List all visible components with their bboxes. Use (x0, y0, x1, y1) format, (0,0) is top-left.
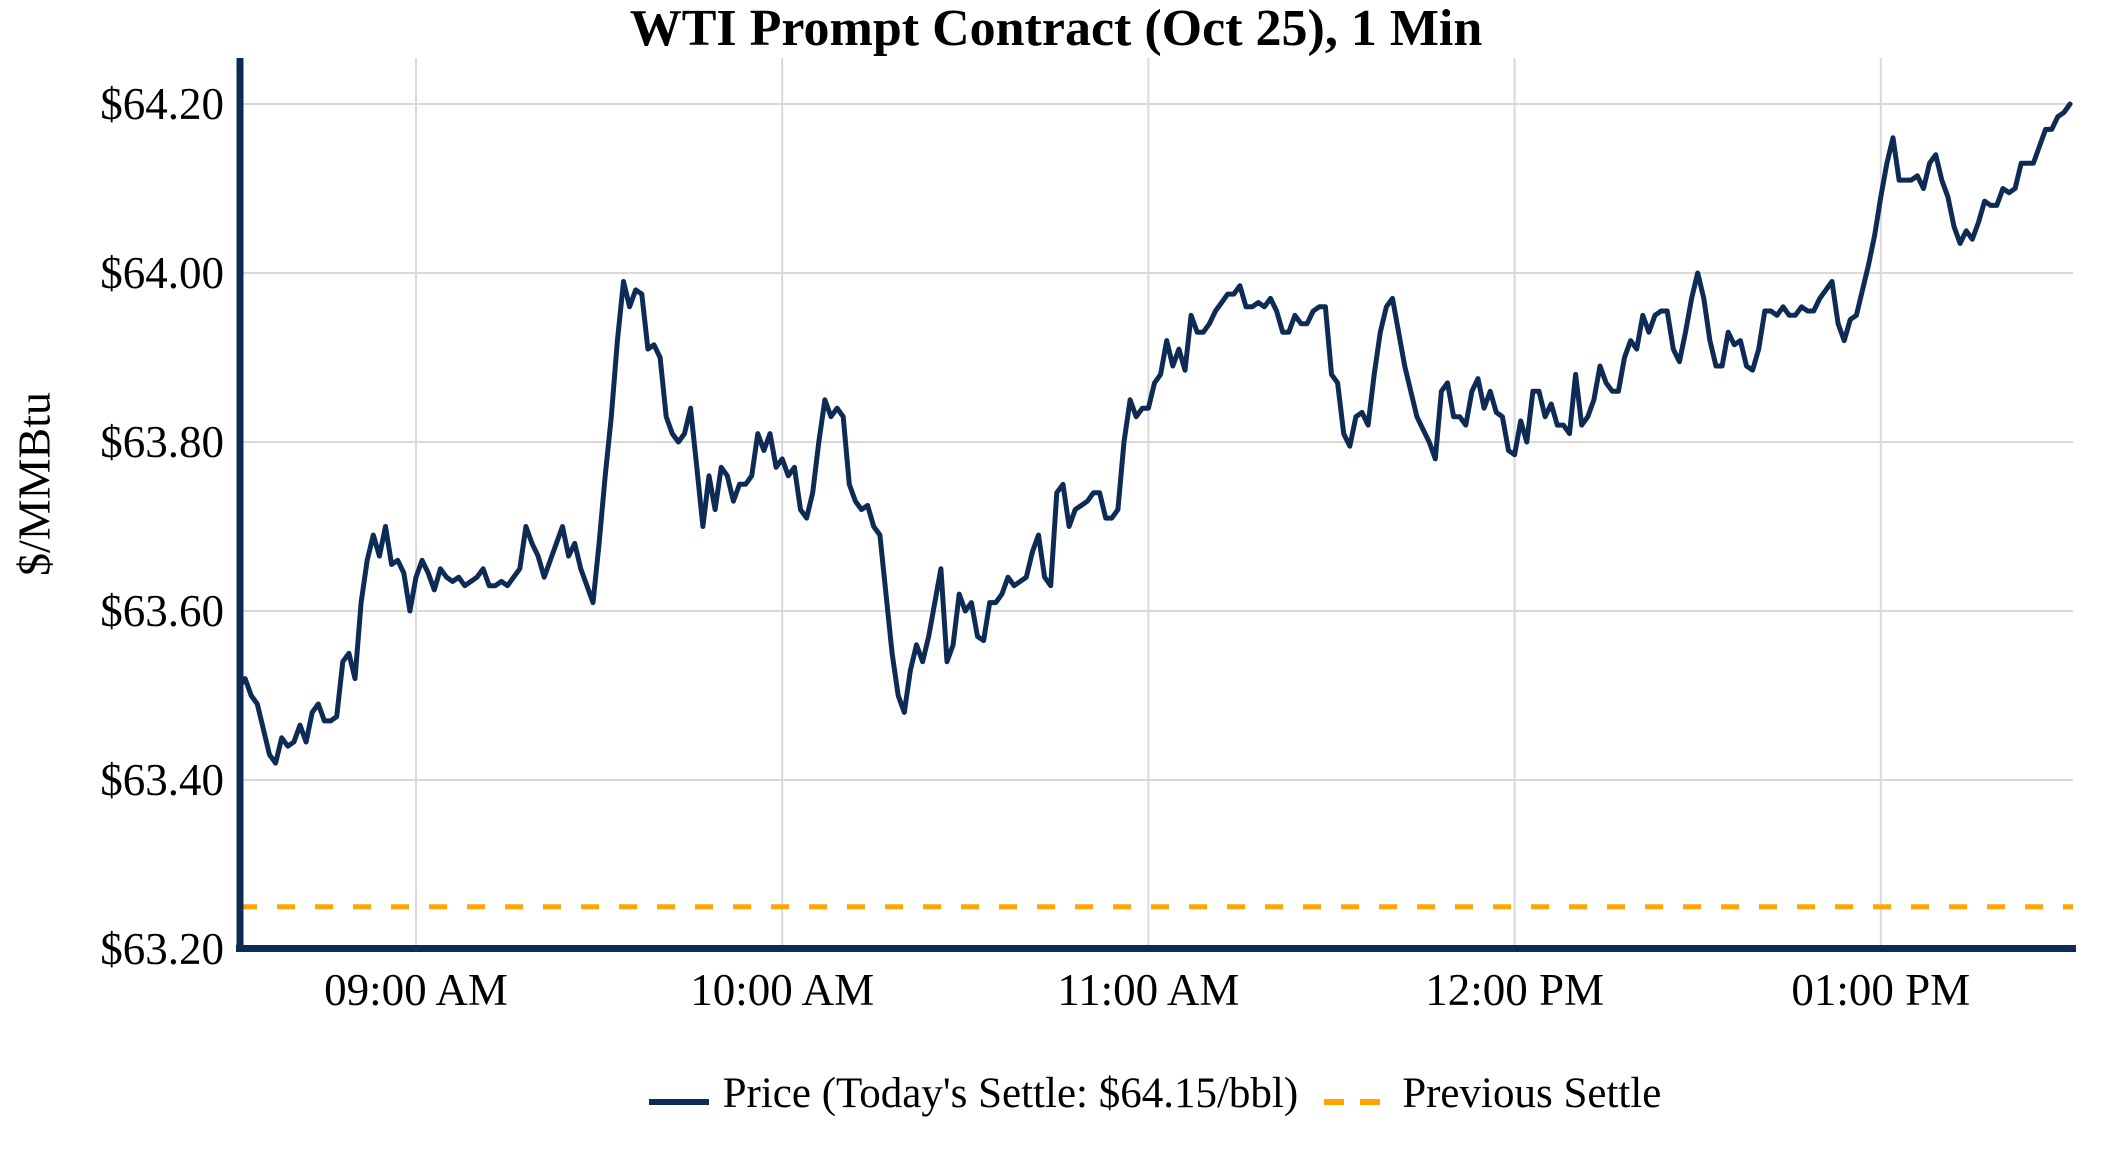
y-tick-label: $63.60 (100, 586, 224, 636)
y-tick-label: $63.80 (100, 417, 224, 467)
x-tick-label: 11:00 AM (1057, 965, 1240, 1015)
previous-settle-legend-label: Previous Settle (1402, 1069, 1662, 1117)
y-tick-label: $63.40 (100, 755, 224, 805)
y-tick-label: $64.20 (100, 79, 224, 129)
previous-settle-legend-swatch (1324, 1069, 1389, 1118)
price-legend-label: Price (Today's Settle: $64.15/bbl) (722, 1069, 1299, 1117)
price-line-legend-swatch (648, 1069, 709, 1118)
y-tick-label: $64.00 (100, 248, 224, 298)
legend: Price (Today's Settle: $64.15/bbl) Previ… (237, 1062, 2073, 1124)
x-tick-label: 01:00 PM (1791, 965, 1971, 1015)
y-tick-label: $63.20 (100, 924, 224, 974)
price-line (236, 101, 2073, 766)
x-tick-label: 12:00 PM (1425, 965, 1604, 1015)
x-tick-label: 09:00 AM (324, 965, 508, 1015)
x-tick-label: 10:00 AM (690, 965, 875, 1015)
chart-title: WTI Prompt Contract (Oct 25), 1 Min (629, 0, 1483, 57)
